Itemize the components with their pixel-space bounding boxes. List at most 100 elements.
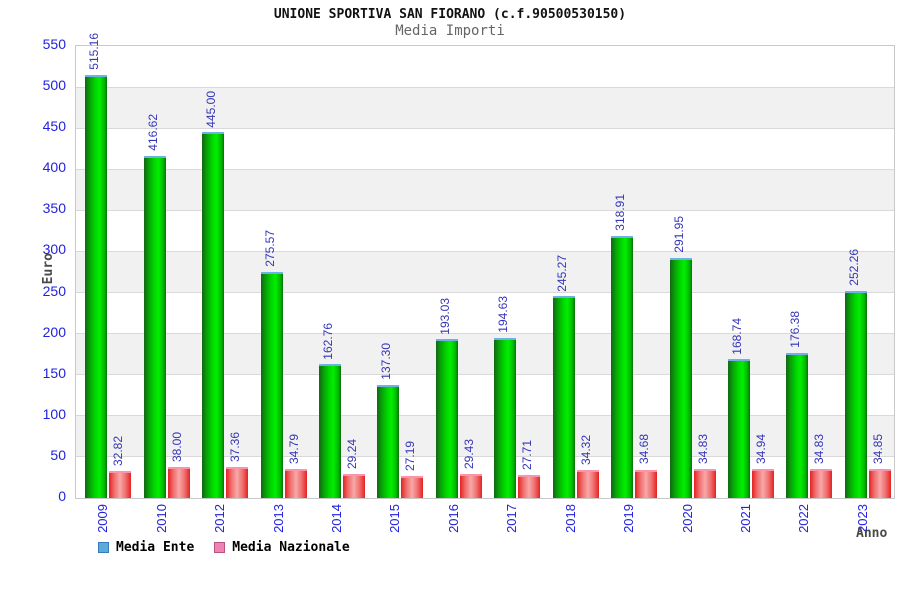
value-label: 34.79 <box>286 434 301 465</box>
gridline <box>76 250 894 252</box>
y-tick-label: 450 <box>42 118 66 135</box>
media-ente-bar <box>202 132 225 498</box>
media-nazionale-bar <box>518 475 541 498</box>
y-tick-label: 100 <box>42 405 66 422</box>
x-tick-label: 2021 <box>737 504 753 533</box>
y-tick-label: 400 <box>42 159 66 176</box>
y-tick-label: 550 <box>42 36 66 52</box>
y-tick-label: 500 <box>42 77 66 94</box>
gridline <box>76 415 894 417</box>
media-ente-bar <box>844 290 867 498</box>
y-axis-title: Euro <box>41 253 56 285</box>
media-ente-bar <box>727 359 750 498</box>
value-label: 29.43 <box>461 438 476 469</box>
gridline <box>76 374 894 376</box>
media-ente-bar <box>611 235 634 498</box>
x-tick-label: 2015 <box>387 504 403 533</box>
media-nazionale-bar <box>576 469 599 498</box>
value-label: 176.38 <box>788 311 803 349</box>
y-tick-label: 350 <box>42 200 66 217</box>
y-tick-label: 150 <box>42 364 66 381</box>
value-label: 29.24 <box>344 438 359 469</box>
value-label: 245.27 <box>554 254 569 292</box>
y-tick-label: 300 <box>42 241 66 258</box>
value-label: 275.57 <box>262 229 277 267</box>
x-tick-label: 2019 <box>621 504 637 533</box>
y-tick-label: 50 <box>50 446 66 463</box>
value-label: 416.62 <box>145 113 160 151</box>
gridline <box>76 86 894 88</box>
legend-item: Media Nazionale <box>214 540 350 555</box>
x-tick-label: 2009 <box>95 504 111 533</box>
value-label: 34.68 <box>637 434 652 465</box>
value-label: 38.00 <box>169 431 184 462</box>
gridline <box>76 168 894 170</box>
media-ente-bar <box>318 364 341 498</box>
x-tick-label: 2020 <box>679 504 695 533</box>
gridline <box>76 209 894 211</box>
x-tick-label: 2012 <box>212 504 228 533</box>
media-nazionale-bar <box>459 473 482 498</box>
y-tick-label: 200 <box>42 323 66 340</box>
x-tick-label: 2018 <box>562 504 578 533</box>
media-ente-bar <box>669 258 692 498</box>
media-nazionale-bar <box>226 467 249 498</box>
value-label: 34.94 <box>753 434 768 465</box>
media-nazionale-bar <box>401 475 424 498</box>
media-nazionale-bar <box>693 469 716 498</box>
value-label: 252.26 <box>846 249 861 286</box>
media-ente-bar <box>260 271 283 498</box>
media-nazionale-bar <box>810 469 833 498</box>
value-label: 34.32 <box>578 434 593 465</box>
y-tick-label: 250 <box>42 282 66 299</box>
value-label: 168.74 <box>729 317 744 355</box>
x-tick-label: 2014 <box>328 504 344 533</box>
legend: Media Ente Media Nazionale <box>98 540 350 555</box>
y-tick-label: 0 <box>58 488 66 504</box>
media-nazionale-bar <box>342 473 365 498</box>
legend-swatch <box>214 542 226 553</box>
value-label: 34.85 <box>870 434 885 465</box>
value-label: 27.19 <box>403 440 418 471</box>
media-ente-bar <box>377 385 400 498</box>
value-label: 318.91 <box>613 194 628 231</box>
media-ente-bar <box>143 155 166 498</box>
value-label: 194.63 <box>496 296 511 334</box>
x-tick-label: 2010 <box>153 504 169 533</box>
legend-item: Media Ente <box>98 540 194 555</box>
gridline <box>76 456 894 458</box>
chart-subtitle: Media Importi <box>395 23 505 39</box>
value-label: 34.83 <box>695 434 710 465</box>
media-ente-bar <box>786 353 809 498</box>
legend-label: Media Nazionale <box>232 540 350 555</box>
media-nazionale-bar <box>635 469 658 498</box>
value-label: 291.95 <box>671 216 686 254</box>
media-nazionale-bar <box>167 466 190 498</box>
media-nazionale-bar <box>284 469 307 498</box>
value-label: 27.71 <box>520 440 535 471</box>
media-ente-bar <box>435 339 458 498</box>
media-ente-bar <box>552 296 575 498</box>
value-label: 34.83 <box>812 434 827 465</box>
x-tick-label: 2013 <box>270 504 286 533</box>
legend-swatch <box>98 542 109 553</box>
value-label: 32.82 <box>111 436 126 467</box>
value-label: 162.76 <box>320 322 335 360</box>
x-axis-title: Anno <box>856 526 888 541</box>
media-nazionale-bar <box>868 469 891 498</box>
plot-area: 515.16 32.82 416.62 38.00 445.00 37.36 275.57 3… <box>75 33 895 499</box>
chart-title: UNIONE SPORTIVA SAN FIORANO (c.f.9050053… <box>273 7 627 22</box>
legend-label: Media Ente <box>116 540 195 555</box>
value-label: 445.00 <box>204 90 219 128</box>
media-nazionale-bar <box>751 469 774 498</box>
value-label: 515.16 <box>87 32 102 70</box>
x-tick-label: 2022 <box>796 504 812 533</box>
x-tick-label: 2016 <box>445 504 461 533</box>
value-label: 37.36 <box>228 432 243 463</box>
value-label: 193.03 <box>437 297 452 335</box>
value-label: 137.30 <box>379 343 394 381</box>
x-tick-label: 2017 <box>504 504 520 533</box>
gridline <box>76 333 894 335</box>
media-ente-bar <box>494 338 517 498</box>
